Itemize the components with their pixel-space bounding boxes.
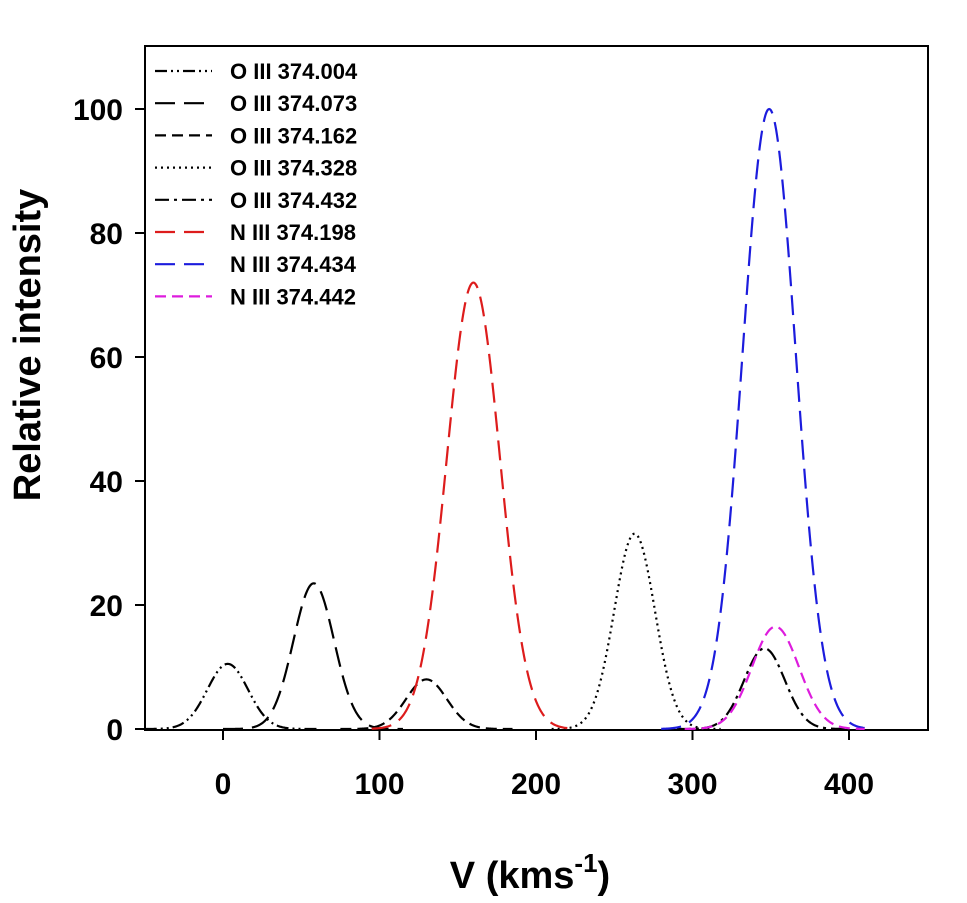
series-line-1 [144, 662, 317, 731]
x-axis: 0 100 200 300 400 [215, 730, 874, 801]
x-axis-title-superscript: -1 [574, 848, 597, 878]
series-curves [144, 107, 865, 731]
x-axis-title: V (kms-1) [450, 848, 610, 897]
legend-label: O III 374.004 [230, 59, 358, 84]
y-axis: 0 20 40 60 80 100 [73, 94, 145, 747]
y-tick-label: 100 [73, 94, 123, 127]
legend-label: N III 374.198 [230, 220, 356, 245]
legend-label: O III 374.162 [230, 123, 357, 148]
legend: O III 374.004 O III 374.073 O III 374.162 O… [155, 59, 358, 309]
x-axis-title-close: ) [598, 855, 611, 897]
legend-label: N III 374.434 [230, 252, 357, 277]
x-tick-label: 400 [824, 768, 874, 801]
legend-label: N III 374.442 [230, 284, 356, 309]
x-tick-label: 200 [511, 768, 561, 801]
plot-frame [144, 45, 929, 731]
y-tick-label: 40 [90, 466, 123, 499]
x-tick-label: 0 [215, 768, 232, 801]
series-line-2 [223, 582, 403, 731]
series-line-6 [371, 281, 568, 730]
y-tick-label: 60 [90, 342, 123, 375]
y-axis-title: Relative intensity [7, 189, 49, 502]
series-line-3 [340, 678, 513, 731]
x-tick-label: 300 [667, 768, 717, 801]
y-tick-label: 80 [90, 218, 123, 251]
y-tick-label: 20 [90, 590, 123, 623]
series-line-5 [676, 647, 850, 731]
series-line-8 [684, 625, 865, 731]
legend-label: O III 374.432 [230, 188, 357, 213]
series-line-7 [661, 107, 865, 730]
legend-label: O III 374.073 [230, 91, 357, 116]
x-axis-title-main: V (kms [450, 855, 575, 897]
legend-label: O III 374.328 [230, 156, 357, 181]
x-tick-label: 100 [354, 768, 404, 801]
series-line-4 [551, 532, 721, 731]
y-tick-label: 0 [106, 714, 123, 747]
